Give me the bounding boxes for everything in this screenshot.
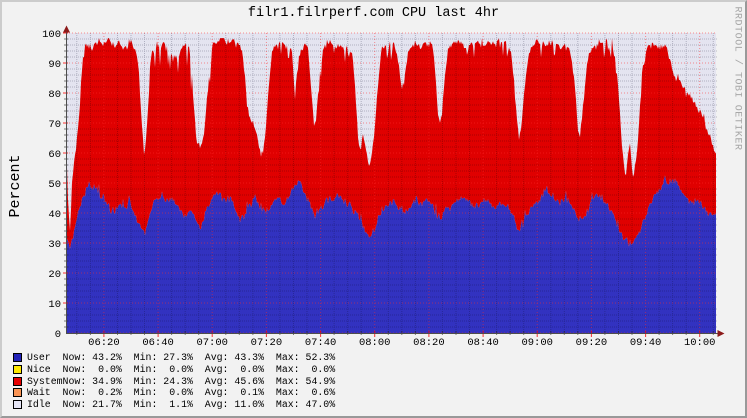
- svg-text:0: 0: [55, 329, 61, 341]
- svg-text:70: 70: [48, 119, 61, 131]
- svg-text:07:40: 07:40: [305, 337, 337, 349]
- svg-text:09:20: 09:20: [576, 337, 608, 349]
- svg-text:100: 100: [42, 29, 61, 41]
- svg-text:50: 50: [48, 179, 61, 191]
- svg-text:06:40: 06:40: [142, 337, 174, 349]
- svg-text:10:00: 10:00: [684, 337, 716, 349]
- svg-text:07:00: 07:00: [196, 337, 228, 349]
- svg-text:06:20: 06:20: [88, 337, 120, 349]
- svg-text:60: 60: [48, 149, 61, 161]
- svg-text:08:20: 08:20: [413, 337, 445, 349]
- svg-text:30: 30: [48, 239, 61, 251]
- svg-text:07:20: 07:20: [251, 337, 283, 349]
- svg-text:80: 80: [48, 89, 61, 101]
- svg-text:08:00: 08:00: [359, 337, 391, 349]
- svg-text:09:00: 09:00: [521, 337, 553, 349]
- svg-text:10: 10: [48, 299, 61, 311]
- svg-text:40: 40: [48, 209, 61, 221]
- svg-text:20: 20: [48, 269, 61, 281]
- svg-text:09:40: 09:40: [630, 337, 662, 349]
- svg-text:08:40: 08:40: [467, 337, 499, 349]
- svg-text:90: 90: [48, 59, 61, 71]
